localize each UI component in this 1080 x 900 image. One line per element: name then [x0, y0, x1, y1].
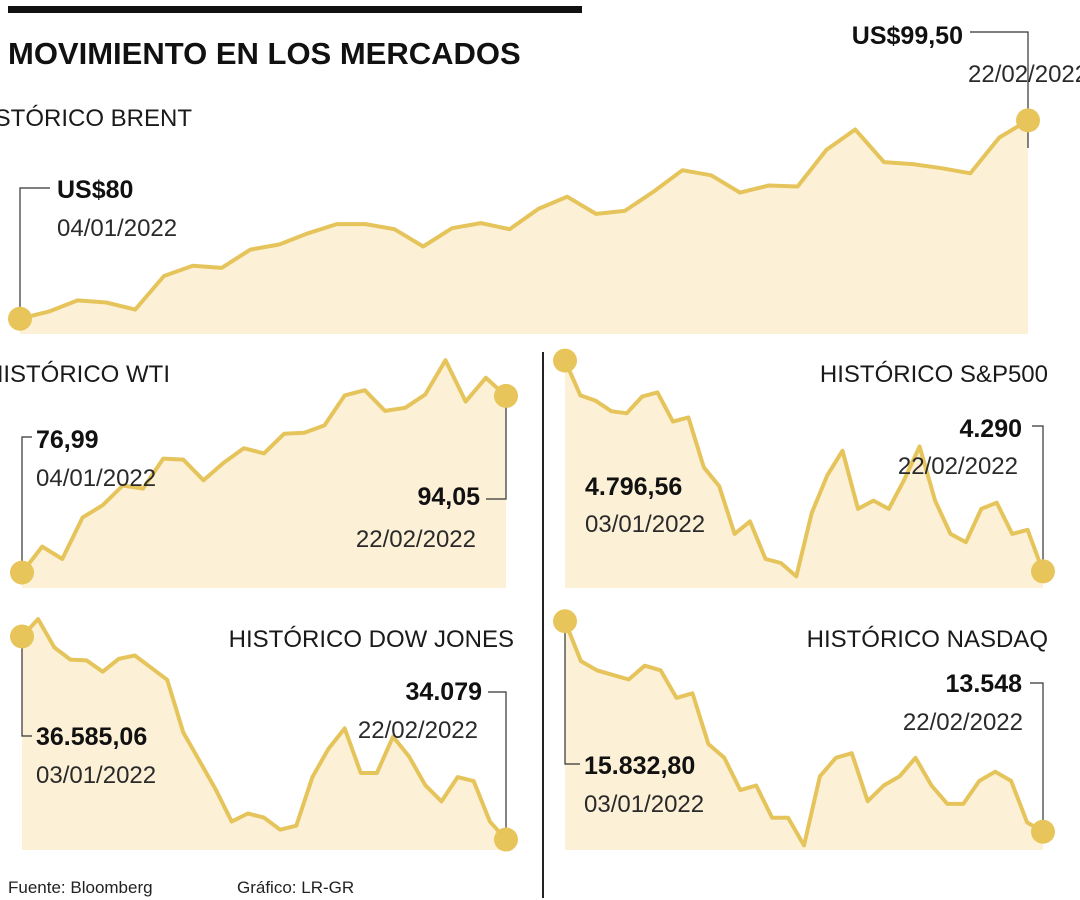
sp500-end-point — [1031, 559, 1055, 584]
wti-end-point — [494, 383, 518, 408]
dowjones-end-point — [494, 827, 518, 852]
sp500-start-point — [553, 348, 577, 373]
brent-line — [18, 118, 1030, 321]
nasdaq-start-value: 15.832,80 — [584, 752, 695, 780]
nasdaq-chart-title: HISTÓRICO NASDAQ — [807, 626, 1048, 653]
brent-end-value: US$99,50 — [852, 22, 963, 50]
title-rule — [8, 6, 582, 13]
sp500-end-date: 22/02/2022 — [898, 453, 1018, 480]
nasdaq-end-point — [1031, 819, 1055, 844]
sp500-chart-title: HISTÓRICO S&P500 — [820, 361, 1048, 388]
dowjones-chart-title: HISTÓRICO DOW JONES — [229, 626, 514, 653]
dowjones-line — [20, 617, 508, 842]
brent-area — [20, 120, 1028, 334]
wti-end-leader — [486, 405, 507, 500]
dowjones-end-date: 22/02/2022 — [358, 717, 478, 744]
brent-end-point — [1016, 108, 1040, 133]
dowjones-end-leader — [488, 691, 507, 847]
wti-area — [22, 360, 506, 588]
nasdaq-start-point — [553, 609, 577, 634]
wti-line — [20, 358, 508, 575]
dowjones-end-value: 34.079 — [406, 678, 482, 706]
dowjones-start-point — [10, 624, 34, 649]
dowjones-start-date: 03/01/2022 — [36, 762, 156, 789]
wti-end-value: 94,05 — [417, 483, 480, 511]
brent-start-point — [8, 306, 32, 331]
sp500-area — [565, 360, 1043, 588]
dowjones-start-leader — [21, 637, 32, 737]
nasdaq-end-leader — [1030, 682, 1044, 827]
wti-chart-title: HISTÓRICO WTI — [0, 361, 170, 388]
dowjones-start-value: 36.585,06 — [36, 723, 147, 751]
chart-dowjones: HISTÓRICO DOW JONES 36.585,06 03/01/2022 34… — [10, 617, 518, 852]
wti-start-date: 04/01/2022 — [36, 465, 156, 492]
sp500-start-date: 03/01/2022 — [585, 511, 705, 538]
chart-wti: HISTÓRICO WTI 76,99 04/01/2022 94,05 22/02/2… — [0, 358, 518, 588]
sp500-start-value: 4.796,56 — [585, 473, 682, 501]
brent-end-date: 22/02/2022 — [968, 61, 1080, 88]
brent-start-leader — [19, 187, 50, 328]
nasdaq-line — [563, 619, 1045, 848]
sp500-line — [563, 358, 1045, 579]
nasdaq-end-value: 13.548 — [946, 670, 1023, 698]
nasdaq-area — [565, 621, 1043, 850]
wti-end-date: 22/02/2022 — [356, 526, 476, 553]
source-note: Fuente: Bloomberg — [8, 878, 153, 897]
brent-chart-title: HISTÓRICO BRENT — [0, 105, 192, 132]
brent-start-date: 04/01/2022 — [57, 215, 177, 242]
nasdaq-start-leader — [564, 625, 580, 765]
sp500-end-leader — [1032, 425, 1044, 573]
nasdaq-end-date: 22/02/2022 — [903, 709, 1023, 736]
chart-nasdaq: HISTÓRICO NASDAQ 15.832,80 03/01/2022 13.54… — [553, 609, 1055, 850]
infographic-title: MOVIMIENTO EN LOS MERCADOS — [8, 36, 521, 71]
chart-sp500: HISTÓRICO S&P500 4.796,56 03/01/2022 4.290 2… — [553, 348, 1055, 588]
brent-start-value: US$80 — [57, 176, 133, 204]
sp500-end-value: 4.290 — [959, 415, 1022, 443]
chart-brent: HISTÓRICO BRENT US$80 04/01/2022 US$99,5022… — [0, 22, 1080, 334]
charts-group: HISTÓRICO BRENTUS$8004/01/2022US$99,5022… — [0, 22, 1080, 852]
credit-note: Gráfico: LR-GR — [237, 878, 354, 897]
dowjones-area — [22, 619, 506, 850]
wti-start-value: 76,99 — [36, 426, 99, 454]
nasdaq-start-date: 03/01/2022 — [584, 791, 704, 818]
wti-start-leader — [21, 436, 32, 575]
wti-start-point — [10, 560, 34, 585]
